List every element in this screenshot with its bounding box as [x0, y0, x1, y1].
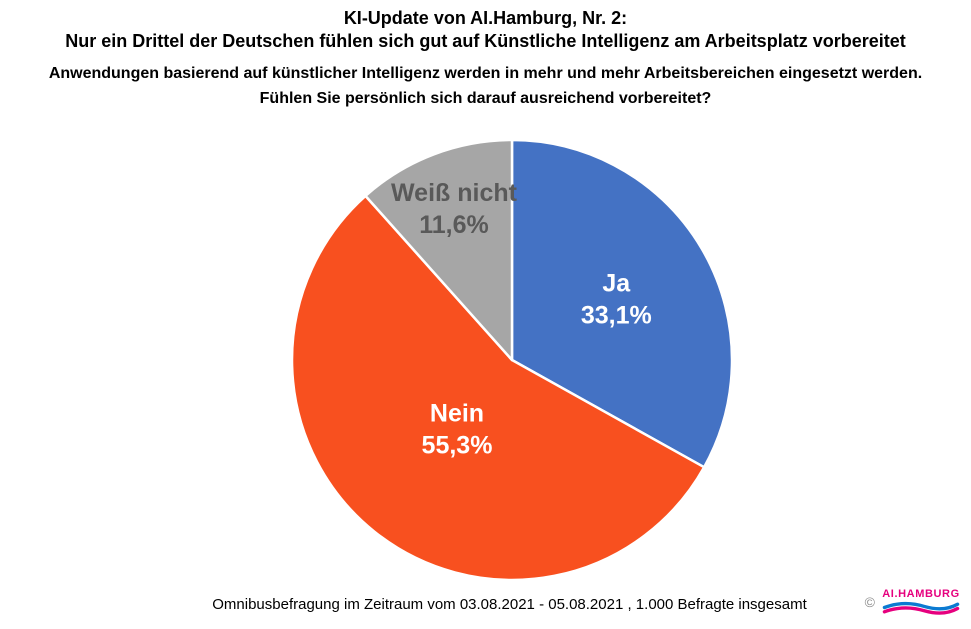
pie-label-name-weiss-nicht: Weiß nicht: [391, 179, 518, 207]
pie-label-value-weiss-nicht: 11,6%: [419, 211, 489, 239]
title-line-1: KI-Update von AI.Hamburg, Nr. 2:: [343, 8, 628, 28]
pie-chart: Ja 33,1% Nein 55,3% Weiß nicht 11,6%: [290, 138, 734, 582]
pie-slice-nein: [290, 194, 706, 582]
survey-question: Anwendungen basierend auf künstlicher In…: [0, 61, 971, 111]
header: KI-Update von AI.Hamburg, Nr. 2: Nur ein…: [0, 7, 971, 111]
pie-label-value-ja: 33,1%: [581, 302, 652, 330]
logo-wordmark: AI.HAMBURG: [882, 588, 960, 600]
logo-wave-top: [882, 601, 960, 611]
question-line-1: Anwendungen basierend auf künstlicher In…: [48, 65, 923, 82]
title-line-2: Nur ein Drittel der Deutschen fühlen sic…: [65, 31, 906, 51]
chart-title: KI-Update von AI.Hamburg, Nr. 2: Nur ein…: [0, 7, 971, 53]
logo-wave-bottom: [882, 606, 960, 615]
pie-slice-ja: [510, 138, 734, 469]
footer: Omnibusbefragung im Zeitraum vom 03.08.2…: [48, 596, 971, 613]
copyright-icon: ©: [864, 593, 875, 610]
pie-label-name-ja: Ja: [602, 270, 631, 298]
ai-hamburg-logo: © AI.HAMBURG: [865, 588, 961, 615]
pie-label-value-nein: 55,3%: [422, 432, 493, 460]
question-line-2: Fühlen Sie persönlich sich darauf ausrei…: [259, 90, 712, 107]
pie-label-name-nein: Nein: [430, 400, 484, 428]
logo-wordmark-group: AI.HAMBURG: [881, 588, 961, 615]
logo-wave-icon: [882, 601, 960, 615]
pie-slice-weiss-nicht: [364, 138, 514, 362]
source-note: Omnibusbefragung im Zeitraum vom 03.08.2…: [212, 596, 807, 613]
